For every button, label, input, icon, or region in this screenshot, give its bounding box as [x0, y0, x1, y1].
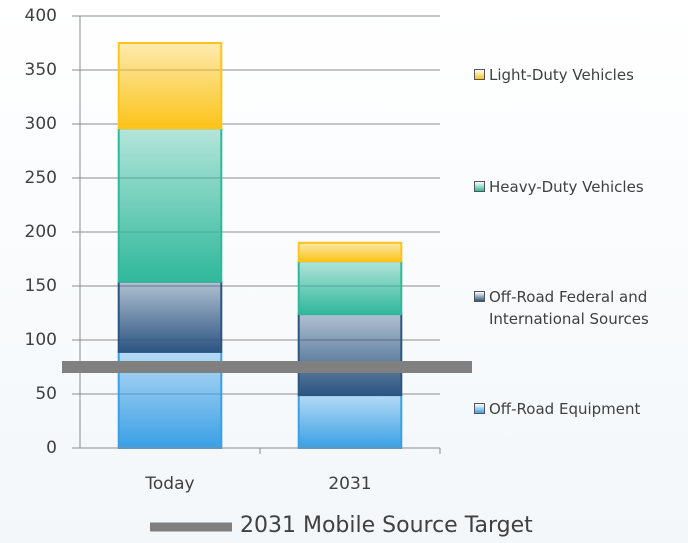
y-tick-label: 100: [25, 330, 57, 350]
legend-swatch: [474, 69, 485, 80]
bar-segment: [297, 260, 403, 316]
legend-swatch: [474, 403, 485, 414]
y-tick-label: 400: [25, 6, 57, 26]
bar-segment: [297, 313, 403, 397]
bar-segment: [297, 394, 403, 449]
y-tick-label: 200: [25, 222, 57, 242]
bar-segment: [297, 241, 403, 263]
bar-segment: [117, 42, 223, 130]
legend-label: Heavy-Duty Vehicles: [489, 178, 644, 196]
bar-segment: [117, 280, 223, 353]
legend-item: Off-Road Equipment: [474, 398, 684, 420]
legend-label: Light-Duty Vehicles: [489, 66, 634, 84]
x-tick-label: 2031: [328, 474, 371, 494]
legend-swatch: [474, 181, 485, 192]
y-tick-label: 350: [25, 60, 57, 80]
y-tick-label: 300: [25, 114, 57, 134]
y-tick-label: 250: [25, 168, 57, 188]
target-legend-label: 2031 Mobile Source Target: [240, 513, 533, 538]
y-tick-label: 150: [25, 276, 57, 296]
bar-segment: [117, 127, 223, 283]
legend-swatch: [474, 291, 485, 302]
y-tick-label: 0: [46, 438, 57, 458]
legend-label: Off-Road Federal and International Sourc…: [489, 288, 649, 328]
x-tick-label: Today: [144, 474, 194, 494]
y-tick-label: 50: [35, 384, 57, 404]
legend-label: Off-Road Equipment: [489, 400, 641, 418]
legend-item: Light-Duty Vehicles: [474, 64, 684, 86]
legend-item: Heavy-Duty Vehicles: [474, 176, 684, 198]
legend-item: Off-Road Federal and International Sourc…: [474, 286, 684, 330]
